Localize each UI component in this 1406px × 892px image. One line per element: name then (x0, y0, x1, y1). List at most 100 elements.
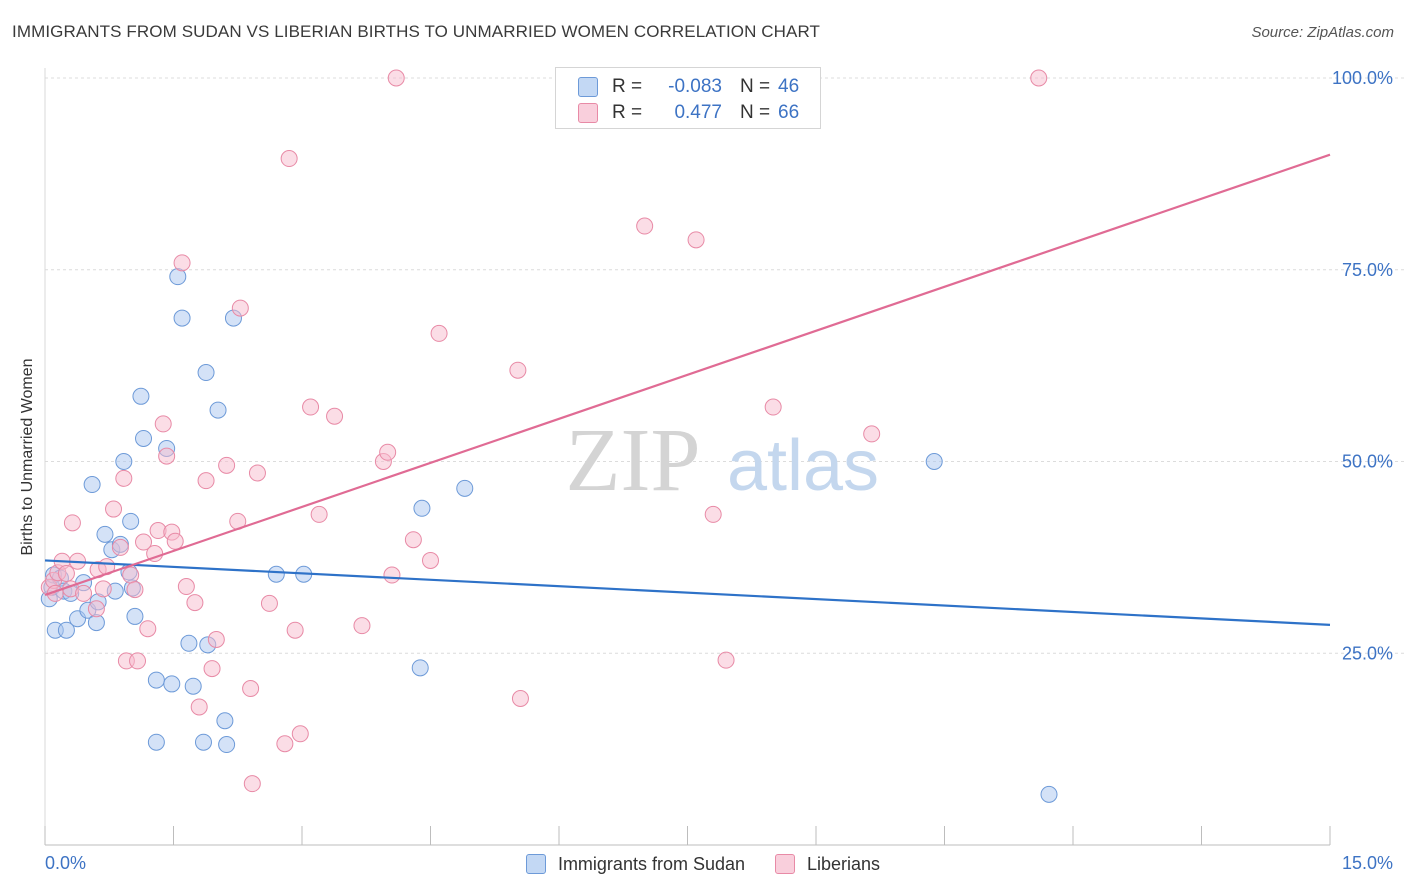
liberians-point (430, 324, 448, 342)
sudan-point (1040, 785, 1058, 803)
sudan-point (411, 659, 429, 677)
liberians-point (863, 425, 881, 443)
r-value: -0.083 (668, 76, 722, 97)
liberians-point (190, 698, 208, 716)
n-label: N = (740, 76, 771, 97)
sudan-point (216, 712, 234, 730)
liberians-point (207, 630, 225, 648)
liberians-point (218, 456, 236, 474)
sudan-swatch (578, 77, 598, 97)
watermark-zip: ZIP (566, 411, 701, 510)
liberians-point (387, 69, 405, 87)
liberians-point (764, 398, 782, 416)
series-legend: Immigrants from Sudan Liberians (0, 852, 1406, 876)
sudan-point (456, 479, 474, 497)
sudan-point (194, 733, 212, 751)
sudan-trend-line (44, 559, 1331, 626)
liberians-point (1030, 69, 1048, 87)
r-label: R = (612, 76, 643, 97)
n-label: N = (740, 102, 771, 123)
y-tick-label: 100.0% (1332, 68, 1393, 88)
liberians-point (158, 447, 176, 465)
liberians-swatch (578, 103, 598, 123)
sudan-point (413, 499, 431, 517)
sudan-point (147, 671, 165, 689)
sudan-point (267, 565, 285, 583)
sudan-point (135, 429, 153, 447)
trend-lines (44, 153, 1331, 626)
liberians-legend-swatch (775, 854, 796, 874)
liberians-point (302, 398, 320, 416)
sudan-point (122, 512, 140, 530)
source-label: Source: ZipAtlas.com (1251, 24, 1394, 41)
sudan-point (96, 525, 114, 543)
sudan-point (218, 736, 236, 754)
legend-label-liberians: Liberians (807, 853, 881, 874)
liberians-point (63, 514, 81, 532)
liberians-point (276, 735, 294, 753)
liberians-point (126, 581, 144, 599)
liberians-point (636, 217, 654, 235)
liberians-point (57, 564, 75, 582)
liberians-point (231, 299, 249, 317)
sudan-point (184, 677, 202, 695)
liberians-point (115, 469, 133, 487)
liberians-trend-line (44, 153, 1331, 596)
grid (45, 77, 1406, 654)
x-tick-label: 0.0% (45, 853, 86, 873)
stats-row-liberians: R = 0.477 N = 66 (578, 101, 799, 125)
liberians-point (326, 407, 344, 425)
liberians-point (383, 566, 401, 584)
sudan-point (83, 476, 101, 494)
liberians-point (286, 621, 304, 639)
sudan-legend-swatch (525, 854, 546, 874)
liberians-point (353, 617, 371, 635)
liberians-point (422, 551, 439, 569)
liberians-point (154, 415, 172, 433)
sudan-point (147, 733, 165, 751)
watermark-atlas: atlas (727, 426, 879, 506)
legend-item-liberians[interactable]: Liberians (775, 854, 880, 875)
liberians-point (404, 531, 422, 549)
liberians-point (75, 584, 93, 602)
stats-legend: R = -0.083 N = 46 R = 0.477 N = 66 (555, 67, 821, 129)
sudan-point (173, 309, 191, 327)
sudan-point (132, 387, 150, 405)
liberians-point (687, 231, 705, 249)
liberians-point (94, 580, 112, 598)
stats-row-sudan: R = -0.083 N = 46 (578, 75, 799, 99)
liberians-point (379, 443, 397, 461)
legend-item-sudan[interactable]: Immigrants from Sudan (525, 854, 745, 875)
chart-title: IMMIGRANTS FROM SUDAN VS LIBERIAN BIRTHS… (12, 22, 821, 41)
liberians-point (280, 150, 298, 168)
y-tick-label: 50.0% (1342, 452, 1393, 472)
sudan-point (115, 453, 133, 470)
liberians-point (87, 600, 105, 618)
y-tick-label: 25.0% (1342, 643, 1393, 663)
liberians-point (173, 254, 191, 272)
sudan-point (197, 364, 215, 382)
liberians-point (177, 578, 195, 596)
liberians-point (111, 538, 129, 556)
liberians-point (243, 775, 261, 793)
liberians-point (105, 500, 123, 518)
data-points (40, 69, 1058, 803)
liberians-point (260, 594, 278, 612)
liberians-point (203, 660, 221, 678)
sudan-point (180, 634, 198, 652)
liberians-point (509, 361, 527, 379)
liberians-point (135, 533, 153, 551)
liberians-point (704, 505, 722, 523)
y-tick-label: 75.0% (1342, 260, 1393, 280)
liberians-point (310, 505, 328, 523)
liberians-point (248, 464, 266, 482)
liberians-point (122, 566, 140, 584)
sudan-point (209, 401, 227, 419)
tick-labels: 25.0% 50.0% 75.0% 100.0% 0.0% 15.0% (45, 68, 1393, 873)
r-value: 0.477 (674, 102, 722, 123)
n-value: 66 (778, 102, 800, 123)
liberians-point (186, 594, 204, 612)
sudan-point (925, 453, 943, 470)
liberians-point (139, 620, 157, 638)
n-value: 46 (778, 76, 800, 97)
